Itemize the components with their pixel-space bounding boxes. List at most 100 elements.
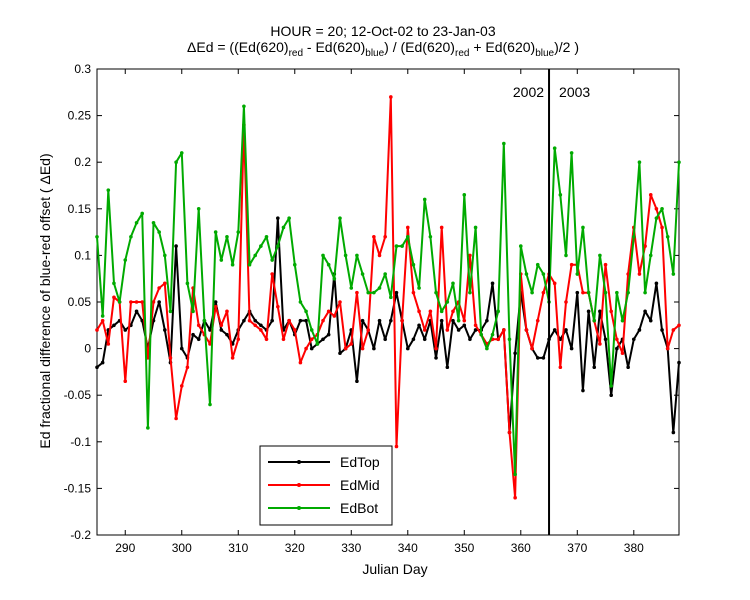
legend-label-edmid: EdMid: [340, 477, 380, 493]
data-point-edmid: [496, 337, 500, 342]
data-point-edtop: [643, 309, 647, 314]
data-point-edtop: [259, 323, 263, 328]
data-point-edmid: [468, 253, 472, 258]
data-point-edbot: [174, 160, 178, 164]
data-point-edmid: [564, 300, 568, 304]
data-point-edbot: [140, 211, 145, 216]
data-point-edbot: [479, 332, 484, 337]
data-point-edmid: [355, 290, 359, 295]
x-tick-label: 370: [567, 541, 587, 555]
data-point-edbot: [163, 253, 167, 258]
data-point-edbot: [134, 220, 139, 225]
data-point-edtop: [592, 365, 597, 370]
legend-marker-edtop: [297, 460, 301, 464]
data-point-edmid: [609, 309, 613, 314]
data-point-edtop: [377, 318, 382, 323]
data-point-edbot: [451, 281, 455, 286]
data-point-edbot: [660, 207, 664, 211]
data-point-edtop: [163, 328, 167, 332]
data-point-edbot: [276, 244, 280, 248]
data-point-edmid: [196, 323, 201, 328]
data-point-edmid: [620, 351, 625, 356]
data-point-edmid: [163, 281, 167, 286]
data-point-edmid: [451, 309, 455, 314]
data-point-edmid: [552, 281, 557, 286]
data-point-edbot: [411, 262, 416, 267]
data-point-edmid: [541, 290, 546, 295]
data-point-edmid: [134, 300, 139, 304]
subtitle-subscript: red: [455, 48, 469, 59]
data-point-edmid: [366, 328, 371, 332]
data-point-edbot: [332, 276, 337, 281]
data-point-edmid: [473, 323, 478, 328]
data-point-edmid: [422, 328, 427, 332]
data-point-edmid: [151, 300, 156, 304]
data-point-edbot: [671, 272, 676, 276]
chart-title: HOUR = 20; 12-Oct-02 to 23-Jan-03: [270, 23, 495, 39]
data-point-edbot: [326, 262, 331, 267]
data-point-edmid: [648, 193, 653, 197]
data-point-edbot: [304, 309, 308, 314]
data-point-edmid: [372, 234, 376, 239]
data-point-edbot: [202, 318, 207, 323]
subtitle-part: - Ed(620): [303, 39, 365, 55]
data-point-edtop: [677, 360, 681, 365]
x-tick-label: 330: [341, 541, 361, 555]
data-point-edtop: [309, 346, 314, 351]
data-point-edbot: [247, 262, 252, 267]
data-point-edbot: [518, 244, 523, 248]
data-point-edtop: [298, 318, 303, 323]
data-point-edbot: [530, 290, 534, 295]
data-point-edbot: [123, 258, 128, 262]
data-point-edbot: [315, 342, 320, 346]
data-point-edmid: [389, 95, 393, 99]
data-point-edtop: [253, 318, 258, 323]
data-point-edtop: [552, 328, 557, 332]
data-point-edtop: [654, 281, 659, 286]
y-tick-label: 0.15: [68, 202, 92, 216]
data-point-edbot: [473, 225, 478, 230]
data-point-edbot: [196, 207, 201, 211]
data-point-edbot: [253, 253, 258, 258]
data-point-edmid: [677, 323, 681, 328]
data-point-edbot: [507, 337, 512, 342]
data-point-edmid: [259, 328, 263, 332]
data-point-edmid: [338, 300, 342, 304]
data-point-edtop: [304, 318, 308, 323]
data-point-edmid: [513, 495, 517, 500]
data-point-edbot: [372, 290, 376, 295]
data-point-edbot: [117, 300, 122, 304]
data-point-edmid: [219, 323, 224, 328]
data-point-edbot: [225, 234, 229, 239]
data-point-edtop: [485, 318, 489, 323]
series-line-edbot: [96, 105, 680, 476]
data-point-edbot: [100, 314, 105, 318]
x-tick-label: 360: [511, 541, 531, 555]
data-point-edtop: [225, 332, 229, 337]
data-point-edtop: [575, 290, 580, 295]
y-tick-label: 0.2: [74, 155, 91, 169]
data-point-edbot: [281, 225, 286, 230]
data-point-edmid: [332, 314, 337, 318]
data-point-edmid: [428, 309, 433, 314]
data-point-edtop: [179, 346, 184, 351]
data-point-edtop: [451, 318, 455, 323]
data-point-edmid: [326, 309, 331, 314]
data-point-edbot: [400, 244, 404, 248]
data-point-edtop: [422, 337, 427, 342]
data-point-edbot: [631, 234, 636, 239]
data-point-edtop: [326, 332, 331, 337]
data-point-edtop: [208, 328, 212, 332]
data-point-edbot: [586, 290, 591, 295]
data-point-edbot: [236, 230, 241, 234]
data-point-edbot: [292, 262, 297, 267]
data-point-edtop: [462, 323, 467, 328]
data-point-edmid: [643, 244, 647, 248]
data-point-edmid: [247, 318, 252, 323]
data-point-edtop: [603, 337, 608, 342]
data-point-edbot: [564, 253, 568, 258]
x-tick-label: 290: [115, 541, 135, 555]
x-tick-label: 340: [398, 541, 418, 555]
data-point-edtop: [417, 323, 421, 328]
